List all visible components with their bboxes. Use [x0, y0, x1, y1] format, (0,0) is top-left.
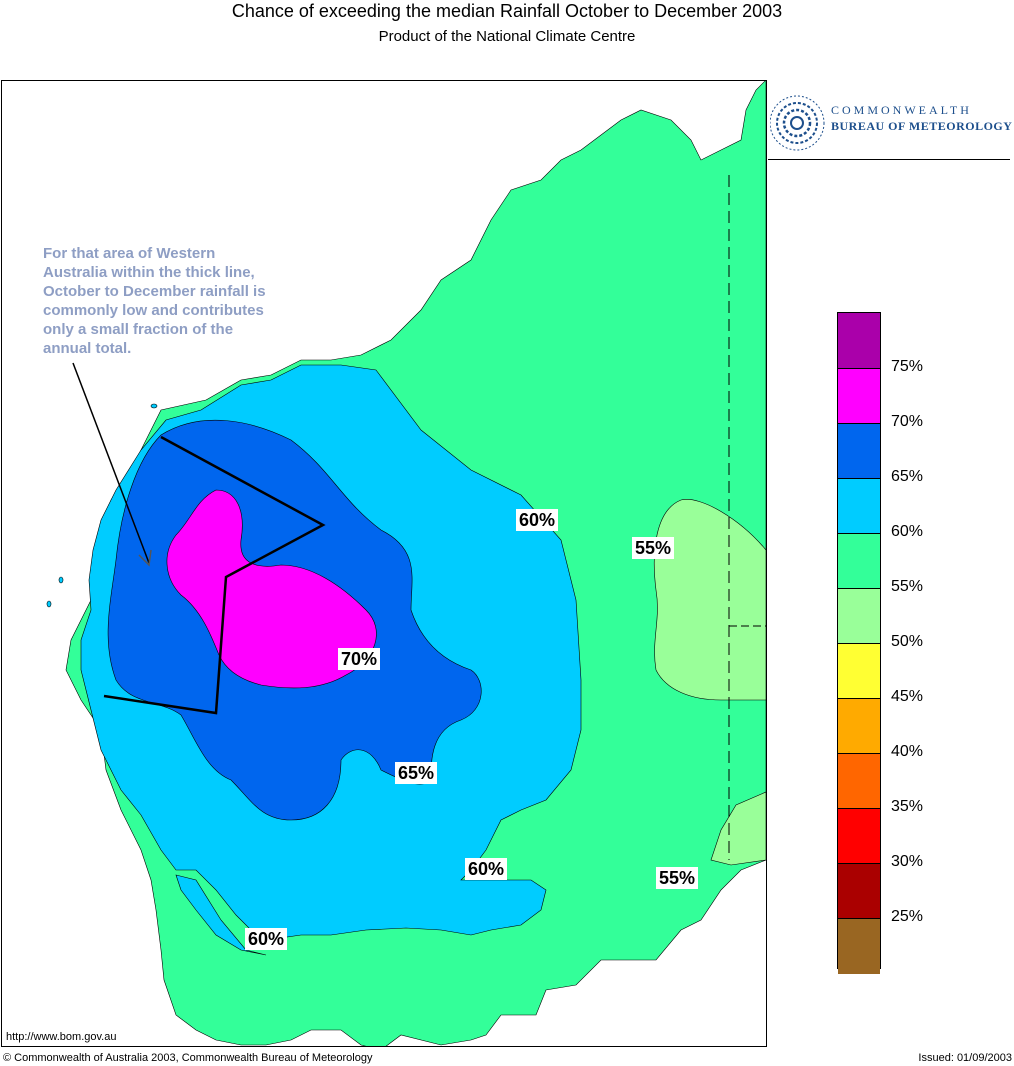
legend-swatch [838, 478, 880, 534]
contour-label-60-southwest: 60% [245, 928, 288, 950]
legend-label: 40% [891, 743, 924, 760]
footer-copyright: © Commonwealth of Australia 2003, Common… [3, 1052, 373, 1064]
legend-swatch [838, 368, 880, 424]
legend-swatch [838, 863, 880, 919]
note-pointer-head [138, 549, 152, 567]
contour-label-60-north: 60% [516, 509, 559, 531]
contour-label-55-east: 55% [632, 537, 675, 559]
low-rainfall-boundary [103, 435, 326, 715]
legend-label: 60% [891, 523, 924, 540]
map-title: Chance of exceeding the median Rainfall … [231, 1, 783, 21]
legend-label: 35% [891, 798, 924, 815]
legend-label: 65% [891, 468, 924, 485]
legend-label: 45% [891, 688, 924, 705]
legend-swatch [838, 698, 880, 754]
legend-panel [766, 80, 1013, 1047]
legend-colorbar [837, 312, 881, 974]
legend-label: 70% [891, 413, 924, 430]
legend-label: 25% [891, 908, 924, 925]
legend-swatch [838, 313, 880, 368]
legend-label: 55% [891, 578, 924, 595]
legend-swatch [838, 808, 880, 864]
bom-logo-icon [770, 95, 825, 151]
logo-divider [768, 159, 1010, 160]
island-2 [46, 600, 52, 608]
contour-label-70: 70% [338, 648, 381, 670]
map-subtitle: Product of the National Climate Centre [378, 28, 636, 45]
legend-swatch [838, 533, 880, 589]
rainfall-map [46, 80, 766, 1046]
legend-swatch [838, 423, 880, 479]
legend-swatch [838, 643, 880, 699]
contour-label-55-southeast: 55% [656, 867, 699, 889]
contour-label-65: 65% [395, 762, 438, 784]
island-3 [58, 576, 64, 584]
legend-label: 75% [891, 358, 924, 375]
region-50-55-southeast [710, 791, 766, 866]
footer-issued: Issued: 01/09/2003 [918, 1052, 1012, 1064]
legend-label: 50% [891, 633, 924, 650]
legend-swatch [838, 918, 880, 974]
region-60-65-south [175, 874, 267, 956]
island-1 [150, 403, 158, 409]
legend-swatch [838, 753, 880, 809]
logo-line1: COMMONWEALTH [831, 103, 972, 117]
contour-label-60-south: 60% [465, 858, 508, 880]
logo-line2: BUREAU OF METEOROLOGY [831, 119, 1013, 133]
legend-swatch [838, 588, 880, 644]
annotation-note: For that area of Western Australia withi… [43, 245, 266, 357]
footer-url[interactable]: http://www.bom.gov.au [6, 1031, 117, 1043]
legend-label: 30% [891, 853, 924, 870]
note-pointer-line [72, 362, 150, 564]
